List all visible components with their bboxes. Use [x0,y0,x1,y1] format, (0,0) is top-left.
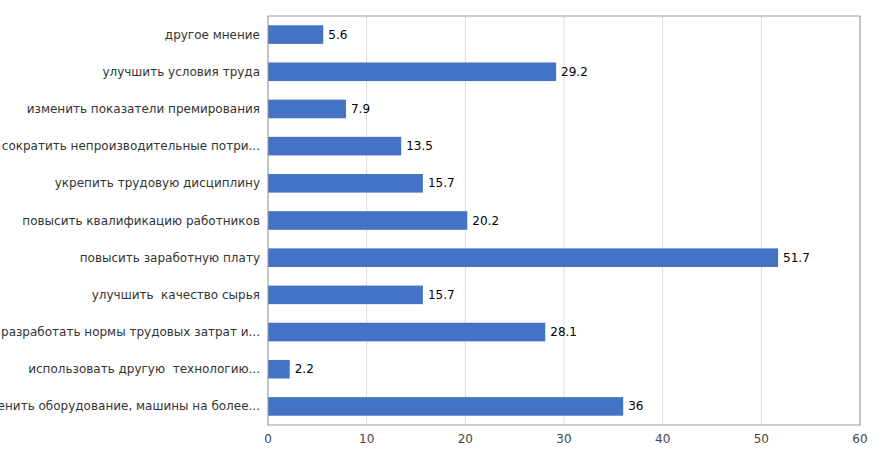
data-label: 51.7 [783,251,810,265]
data-label: 7.9 [351,102,370,116]
category-label: сократить непроизводительные потри... [2,139,260,153]
bar [268,100,346,119]
tick-label: 40 [655,432,670,446]
tick-label: 0 [264,432,272,446]
category-label: повысить заработную плату [80,251,260,265]
tick-label: 10 [359,432,374,446]
category-label: улучшить условия труда [102,65,260,79]
grid-line [761,16,762,425]
plot-frame [268,16,860,425]
bars [268,25,778,415]
category-label: повысить квалификацию работников [22,214,260,228]
bar [268,211,467,230]
bar [268,323,545,342]
bar [268,62,556,81]
chart-container: 0 10 20 30 40 50 60 заменить оборудование, маши… [0,0,888,461]
data-label: 36 [628,399,643,413]
data-label: 13.5 [406,139,433,153]
bar [268,360,290,379]
value-axis: 0 10 20 30 40 50 60 [264,432,867,446]
data-label: 15.7 [428,288,455,302]
bar [268,397,623,416]
category-axis: заменить оборудование, машины на более..… [0,28,260,414]
data-label: 15.7 [428,176,455,190]
category-label: другое мнение [165,28,260,42]
data-label: 29.2 [561,65,588,79]
bar [268,25,323,44]
category-label: использовать другую технологию... [28,362,260,376]
data-labels: 36 2.2 28.1 15.7 51.7 20.2 15.7 13.5 7.9 29.2 5.6 [295,28,810,414]
data-label: 20.2 [472,214,499,228]
category-label: улучшить качество сырья [92,288,260,302]
grid [268,16,860,425]
tick-label: 60 [852,432,867,446]
tick-label: 20 [458,432,473,446]
tick-label: 50 [754,432,769,446]
category-label: изменить показатели премирования [27,102,260,116]
data-label: 2.2 [295,362,314,376]
grid-line [662,16,663,425]
category-label: разработать нормы трудовых затрат и... [1,325,260,339]
bar [268,137,401,156]
data-label: 28.1 [550,325,577,339]
bar [268,248,778,267]
bar [268,286,423,305]
category-label: укрепить трудовую дисциплину [55,176,260,190]
tick-label: 30 [556,432,571,446]
chart: 0 10 20 30 40 50 60 заменить оборудование, маши… [0,0,888,461]
category-label: заменить оборудование, машины на более..… [0,399,260,413]
data-label: 5.6 [328,28,347,42]
bar [268,174,423,193]
